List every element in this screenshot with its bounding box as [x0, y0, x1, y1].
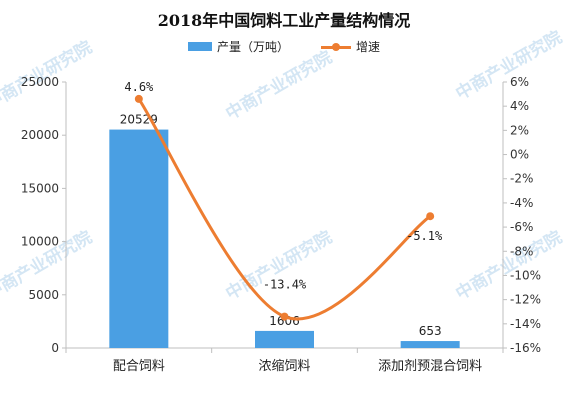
y-right-tick-label: -14% [510, 317, 541, 331]
y-right-tick-label: -16% [510, 341, 541, 355]
y-right-tick-label: -2% [510, 172, 533, 186]
chart-legend: 产量（万吨） 增速 [0, 38, 568, 55]
watermark-text: 中商产业研究院 [222, 47, 336, 125]
legend-label-growth: 增速 [356, 40, 381, 54]
y-right-tick-label: -6% [510, 220, 533, 234]
bar-production [400, 341, 460, 348]
growth-data-label: 4.6% [124, 80, 154, 94]
bar-production [109, 129, 169, 348]
legend-item-growth: 增速 [321, 38, 380, 55]
legend-bar-swatch [187, 42, 212, 51]
x-tick-label: 浓缩饲料 [258, 358, 310, 374]
bar-data-label: 653 [419, 324, 442, 338]
y-left-tick-label: 10000 [21, 235, 59, 249]
growth-data-label: -5.1% [406, 229, 443, 243]
legend-item-production: 产量（万吨） [187, 38, 289, 55]
growth-point [134, 94, 143, 103]
chart-title: 2018年中国饲料工业产量结构情况 [157, 11, 411, 30]
legend-label-production: 产量（万吨） [216, 40, 289, 54]
y-left-tick-label: 25000 [21, 75, 59, 89]
y-left-tick-label: 0 [51, 341, 59, 355]
legend-line-swatch [321, 41, 351, 53]
y-right-tick-label: -4% [510, 196, 533, 210]
y-right-tick-label: -10% [510, 268, 541, 282]
growth-point [280, 312, 289, 321]
y-right-tick-label: -8% [510, 244, 533, 258]
x-tick-label: 配合饲料 [113, 359, 165, 374]
watermark-text: 中商产业研究院 [452, 227, 566, 305]
watermark-text: 中商产业研究院 [222, 227, 336, 305]
y-left-tick-label: 20000 [21, 128, 59, 142]
y-left-tick-label: 5000 [28, 288, 59, 302]
y-right-tick-label: 4% [510, 99, 529, 113]
y-right-tick-label: 6% [510, 75, 529, 89]
y-left-tick-label: 15000 [21, 181, 59, 195]
x-tick-label: 添加剂预混合饲料 [378, 359, 482, 374]
bar-production [255, 330, 314, 348]
growth-data-label: -13.4% [263, 278, 307, 292]
growth-point [426, 212, 435, 221]
y-right-tick-label: 0% [510, 148, 529, 162]
y-right-tick-label: -12% [510, 293, 541, 307]
y-right-tick-label: 2% [510, 123, 529, 137]
